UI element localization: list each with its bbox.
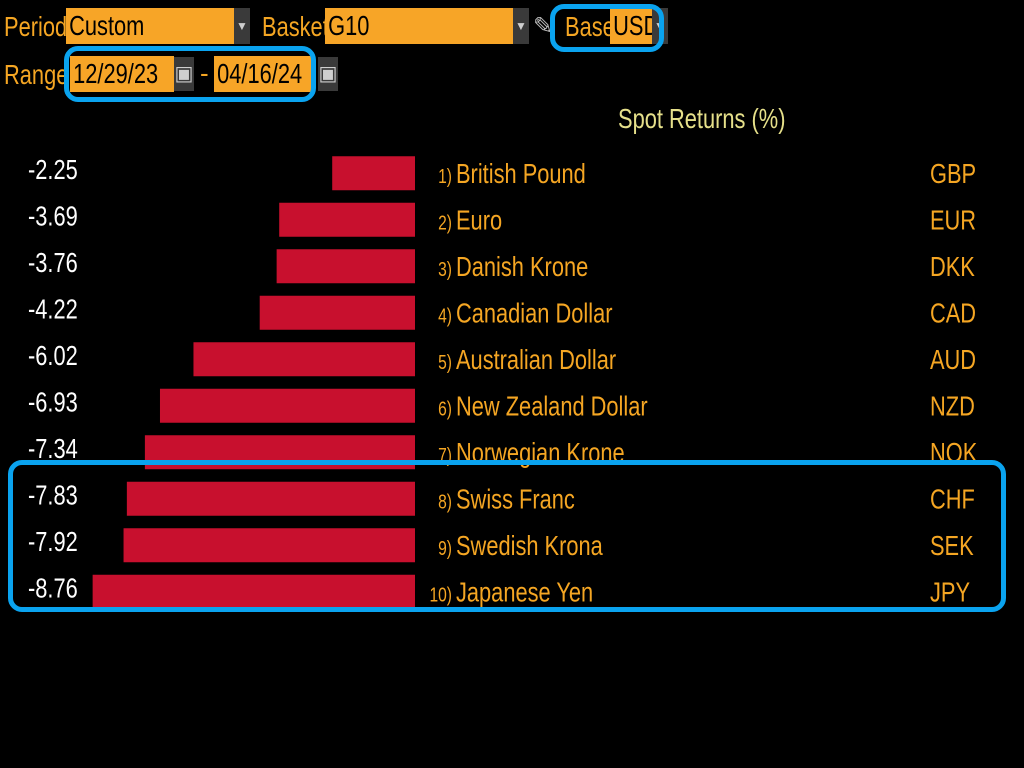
basket-dropdown[interactable]: G10 (325, 8, 513, 44)
currency-code: DKK (930, 252, 975, 283)
rank-label: 1) (438, 165, 452, 187)
currency-name: Swiss Franc (456, 484, 575, 515)
currency-name: Canadian Dollar (456, 298, 613, 329)
chart-title: Spot Returns (%) (618, 103, 786, 134)
value-label: -6.02 (28, 341, 78, 372)
rank-label: 6) (438, 398, 452, 420)
range-label: Range (4, 59, 69, 90)
rank-label: 2) (438, 212, 452, 234)
currency-name: Danish Krone (456, 252, 588, 283)
base-dropdown[interactable]: USD (610, 8, 652, 44)
rank-label: 3) (438, 258, 452, 280)
pencil-icon[interactable]: ✎ (533, 13, 554, 40)
rank-label: 7) (438, 444, 452, 466)
currency-code: AUD (930, 345, 976, 376)
currency-name: Swedish Krona (456, 531, 603, 562)
rank-label: 5) (438, 351, 452, 373)
bar-eur[interactable] (279, 202, 415, 237)
bar-aud[interactable] (193, 342, 415, 377)
bar-nok[interactable] (144, 435, 415, 470)
value-label: -3.69 (28, 201, 78, 232)
calendar-icon[interactable]: ▣ (174, 57, 194, 91)
chevron-down-icon[interactable]: ▼ (513, 8, 529, 44)
bar-cad[interactable] (259, 295, 415, 330)
bar-sek[interactable] (123, 528, 415, 563)
currency-code: CHF (930, 484, 975, 515)
bar-gbp[interactable] (332, 156, 415, 191)
currency-name: Euro (456, 205, 502, 236)
value-label: -6.93 (28, 387, 78, 418)
value-label: -4.22 (28, 294, 78, 325)
bar-nzd[interactable] (159, 388, 415, 423)
rank-label: 4) (438, 305, 452, 327)
currency-name: Norwegian Krone (456, 438, 625, 469)
value-label: -7.83 (28, 480, 78, 511)
currency-code: NZD (930, 391, 975, 422)
base-label: Base (565, 11, 615, 42)
bar-jpy[interactable] (92, 574, 415, 609)
value-label: -8.76 (28, 573, 78, 604)
currency-name: New Zealand Dollar (456, 391, 648, 422)
currency-code: EUR (930, 205, 976, 236)
value-label: -7.34 (28, 434, 78, 465)
value-label: -3.76 (28, 248, 78, 279)
value-label: -2.25 (28, 155, 78, 186)
chevron-down-icon[interactable]: ▼ (234, 8, 250, 44)
currency-name: Australian Dollar (456, 345, 616, 376)
rank-label: 8) (438, 491, 452, 513)
currency-code: CAD (930, 298, 976, 329)
basket-label: Basket (262, 11, 329, 42)
currency-name: British Pound (456, 159, 586, 190)
range-end-input[interactable]: 04/16/24 (214, 56, 314, 92)
period-dropdown[interactable]: Custom (66, 8, 234, 44)
calendar-icon[interactable]: ▣ (318, 57, 338, 91)
currency-code: GBP (930, 159, 976, 190)
currency-code: SEK (930, 531, 974, 562)
period-label: Period (4, 11, 68, 42)
range-separator: - (200, 58, 209, 88)
value-label: -7.92 (28, 527, 78, 558)
rank-label: 9) (438, 537, 452, 559)
currency-name: Japanese Yen (456, 577, 593, 608)
currency-code: NOK (930, 438, 978, 469)
range-start-input[interactable]: 12/29/23 (70, 56, 174, 92)
bar-chf[interactable] (126, 481, 415, 516)
bar-dkk[interactable] (276, 249, 415, 284)
currency-code: JPY (930, 577, 970, 608)
rank-label: 10) (429, 584, 452, 606)
